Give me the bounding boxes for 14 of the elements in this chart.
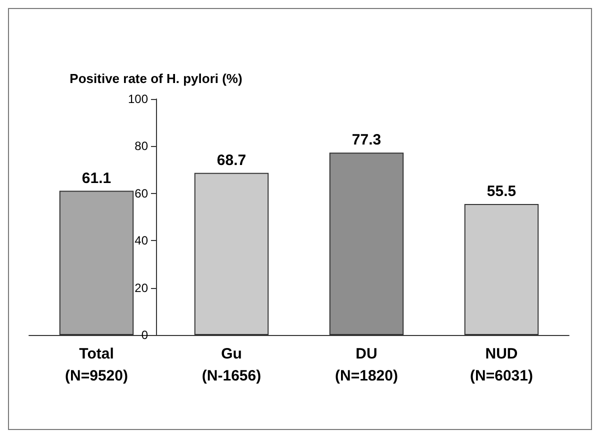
x-tick-label: NUD (N=6031) (470, 346, 533, 384)
data-label: 55.5 (486, 183, 516, 200)
y-tick-label: 60 (134, 186, 148, 200)
data-label: 68.7 (216, 152, 246, 169)
y-tick-label: 40 (134, 234, 148, 248)
data-label: 77.3 (352, 132, 382, 149)
y-tick-label: 100 (128, 92, 148, 106)
y-axis-title: Positive rate of H. pylori (%) (70, 71, 242, 86)
x-tick-label: DU (N=1820) (335, 346, 398, 384)
y-tick-label: 80 (134, 139, 148, 154)
data-label: 61.1 (82, 170, 112, 187)
y-tick-label: 20 (134, 280, 148, 295)
x-tick-label: Gu (N-1656) (202, 346, 262, 384)
x-tick-label: Total (N=9520) (65, 346, 128, 384)
